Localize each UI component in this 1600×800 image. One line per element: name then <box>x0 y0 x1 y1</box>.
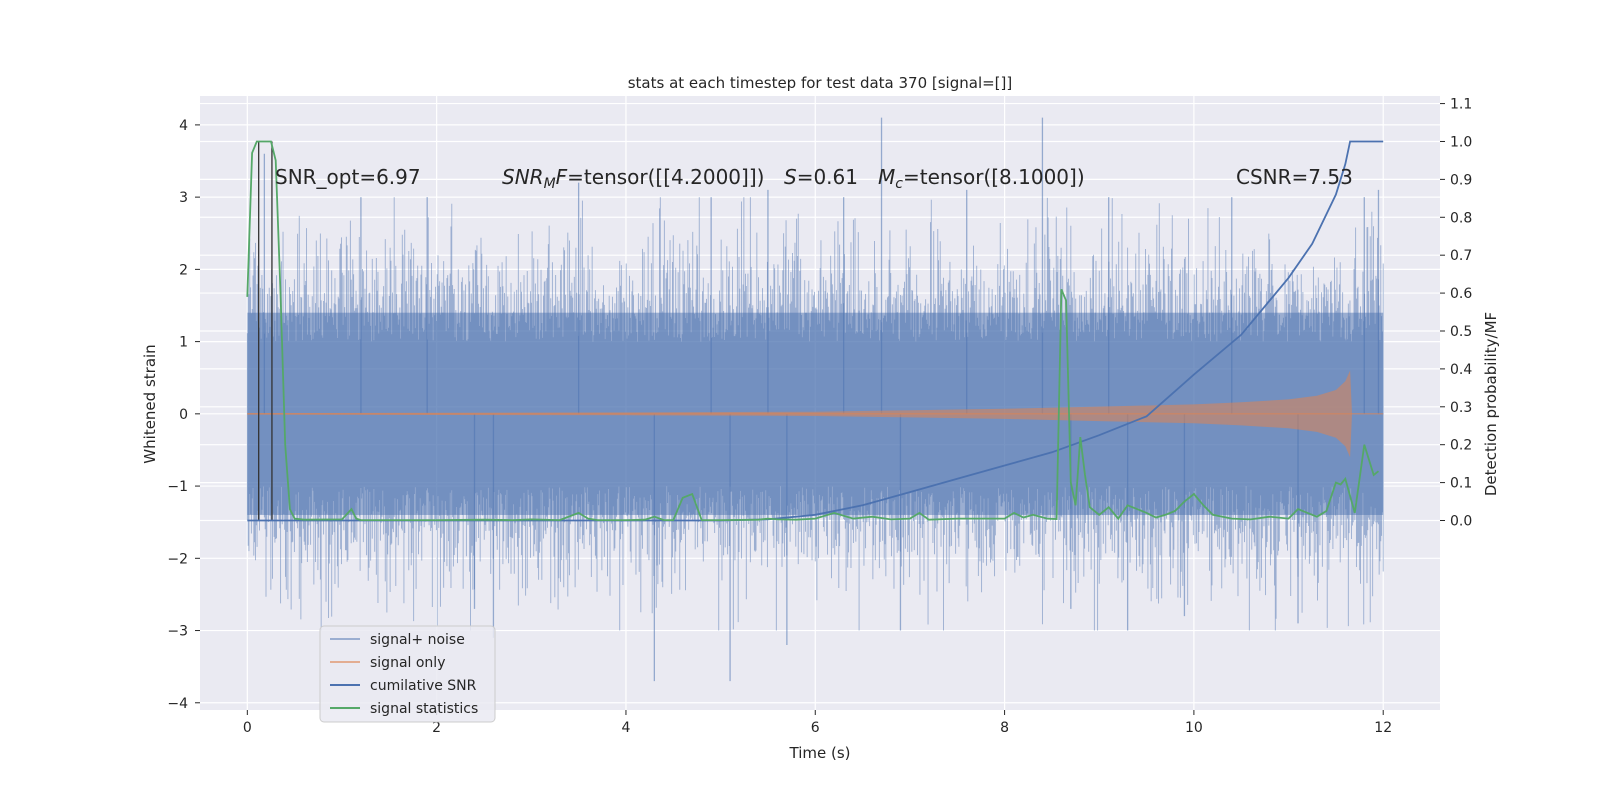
y-right-tick-label: 0.2 <box>1450 438 1472 454</box>
x-tick-label: 0 <box>243 720 252 736</box>
y-right-tick-label: 0.3 <box>1450 400 1472 416</box>
x-axis-label: Time (s) <box>789 744 851 762</box>
y-right-tick-label: 0.7 <box>1450 248 1472 264</box>
legend-label-signal-statistics: signal statistics <box>370 701 478 717</box>
signal-only-series <box>247 370 1384 458</box>
y-right-tick-label: 0.0 <box>1450 513 1472 529</box>
y-tick-label: 0 <box>179 407 188 423</box>
y-tick-label: 4 <box>179 118 188 134</box>
vertical-markers <box>258 141 273 521</box>
signal-statistics-line <box>246 140 1380 522</box>
y-tick-label: 3 <box>179 190 188 206</box>
y-right-tick-label: 0.5 <box>1450 324 1472 340</box>
annotation-mc: Mc=tensor([8.1000]) <box>878 165 1085 192</box>
y-right-tick-label: 0.1 <box>1450 476 1472 492</box>
y-right-tick-label: 1.1 <box>1450 97 1472 113</box>
y-tick-label: −1 <box>167 479 188 495</box>
x-tick-label: 10 <box>1185 720 1203 736</box>
y-tick-label: 2 <box>179 262 188 278</box>
signal-noise-trace <box>246 197 1384 631</box>
x-tick-label: 8 <box>1000 720 1009 736</box>
y-right-axis-label: Detection probability/MF <box>1482 312 1500 496</box>
y-right-tick-label: 0.4 <box>1450 362 1472 378</box>
x-tick-label: 6 <box>811 720 820 736</box>
cumulative-snr-line <box>247 140 1384 522</box>
chart-title: stats at each timestep for test data 370… <box>628 74 1013 92</box>
annotation-s: S=0.61 <box>784 165 858 189</box>
legend-label-signal-only: signal only <box>370 655 445 671</box>
y-tick-label: 1 <box>179 335 188 351</box>
legend-label-cumulative-snr: cumilative SNR <box>370 678 477 694</box>
x-tick-label: 4 <box>621 720 630 736</box>
annotation-snr-mf: SNRMF=tensor([[4.2000]]) <box>502 165 764 192</box>
y-tick-label: −2 <box>167 551 188 567</box>
y-right-tick-label: 0.6 <box>1450 286 1472 302</box>
annotation-csnr: CSNR=7.53 <box>1236 165 1353 189</box>
y-right-tick-label: 1.0 <box>1450 134 1472 150</box>
right-axis-series <box>246 140 1384 522</box>
legend: signal+ noise signal only cumilative SNR… <box>319 625 496 723</box>
axis-ticks: 0 2 4 6 8 10 12−4−3−2−1012340.00.10.20.30.40.5… <box>167 97 1472 736</box>
y-tick-label: −3 <box>167 624 188 640</box>
y-tick-label: −4 <box>167 696 188 712</box>
x-tick-label: 2 <box>432 720 441 736</box>
x-tick-label: 12 <box>1374 720 1392 736</box>
y-right-tick-label: 0.8 <box>1450 210 1472 226</box>
annotation-snr-opt: SNR_opt=6.97 <box>275 165 421 189</box>
y-axis-label: Whitened strain <box>141 344 159 463</box>
legend-label-signal-noise: signal+ noise <box>370 632 465 648</box>
y-right-tick-label: 0.9 <box>1450 172 1472 188</box>
legend-box <box>319 625 496 723</box>
